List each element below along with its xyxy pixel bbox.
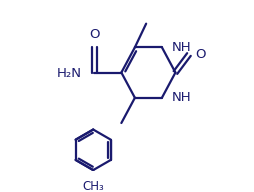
Text: CH₃: CH₃ [82, 180, 104, 192]
Text: NH: NH [171, 41, 191, 54]
Text: O: O [89, 28, 100, 41]
Text: NH: NH [171, 91, 191, 104]
Text: H₂N: H₂N [57, 67, 82, 80]
Text: O: O [195, 48, 206, 61]
